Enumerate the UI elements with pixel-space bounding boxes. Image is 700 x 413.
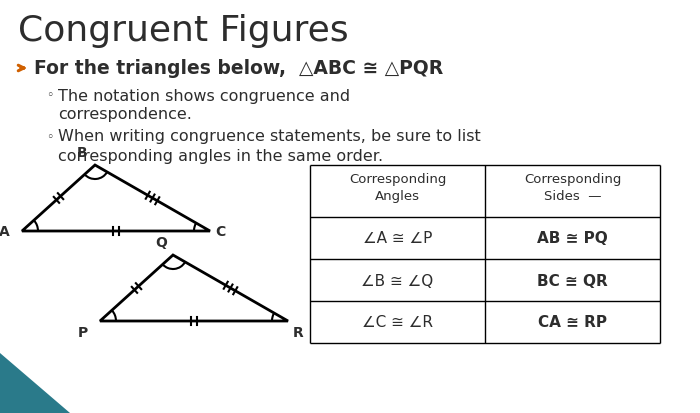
Text: B: B [76,146,87,159]
Text: P: P [78,325,88,339]
Text: ◦: ◦ [46,89,53,102]
Text: The notation shows congruence and: The notation shows congruence and [58,88,350,103]
Text: C: C [215,224,225,238]
Text: ◦: ◦ [46,130,53,143]
Text: corresponding angles in the same order.: corresponding angles in the same order. [58,148,383,163]
Text: AB ≅ PQ: AB ≅ PQ [537,231,608,246]
Text: Congruent Figures: Congruent Figures [18,14,349,48]
Text: ∠B ≅ ∠Q: ∠B ≅ ∠Q [361,273,433,288]
Text: BC ≅ QR: BC ≅ QR [537,273,608,288]
Text: For the triangles below,  △ABC ≅ △PQR: For the triangles below, △ABC ≅ △PQR [34,59,443,78]
Text: Corresponding
Angles: Corresponding Angles [349,173,446,202]
Text: When writing congruence statements, be sure to list: When writing congruence statements, be s… [58,129,481,144]
Text: ∠C ≅ ∠R: ∠C ≅ ∠R [362,315,433,330]
Text: R: R [293,325,304,339]
Text: CA ≅ RP: CA ≅ RP [538,315,607,330]
Text: Q: Q [155,235,167,249]
Text: Corresponding
Sides  —: Corresponding Sides — [524,173,621,202]
Text: A: A [0,224,10,238]
Polygon shape [0,353,70,413]
Text: ∠A ≅ ∠P: ∠A ≅ ∠P [363,231,432,246]
Text: correspondence.: correspondence. [58,107,192,122]
